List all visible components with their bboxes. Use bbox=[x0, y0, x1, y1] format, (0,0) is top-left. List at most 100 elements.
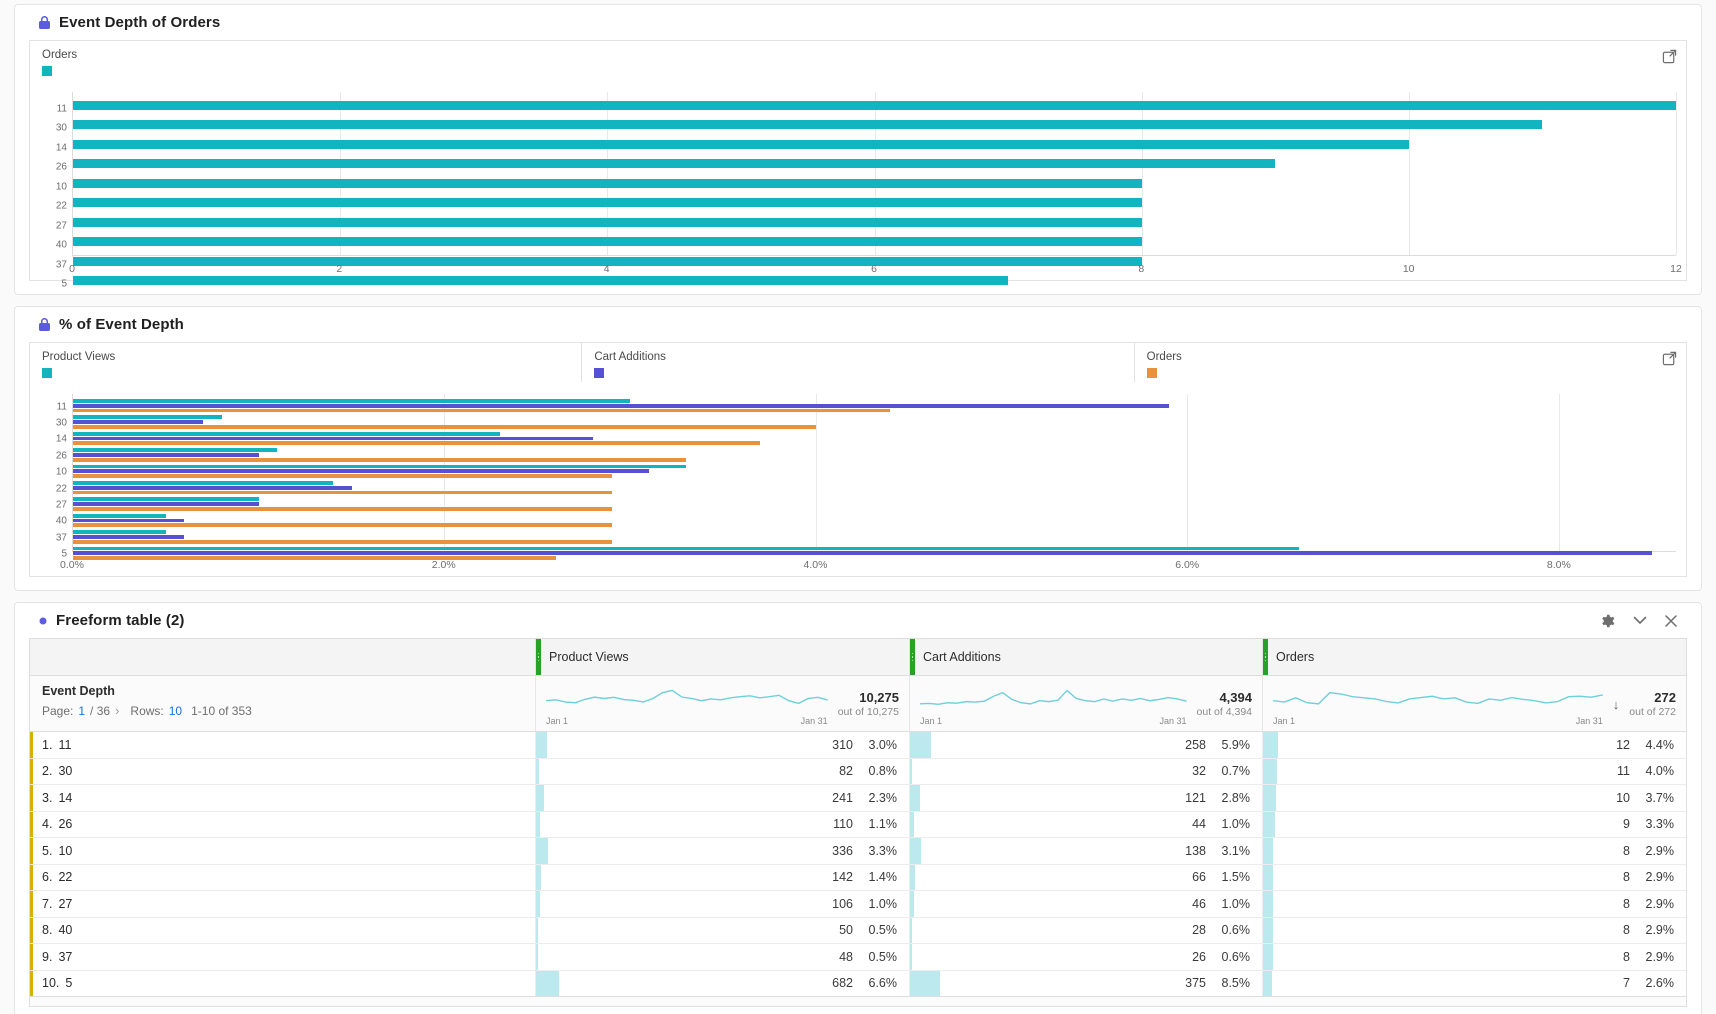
cell-cart-additions[interactable]: 32 0.7% bbox=[909, 758, 1262, 784]
cell-cart-additions[interactable]: 375 8.5% bbox=[909, 970, 1262, 996]
dimension-cell[interactable]: 4. 26 bbox=[30, 811, 535, 837]
bar-product-views[interactable] bbox=[73, 415, 222, 420]
cell-cart-additions[interactable]: 26 0.6% bbox=[909, 944, 1262, 970]
cell-orders[interactable]: 8 2.9% bbox=[1262, 838, 1686, 864]
column-header-product-views[interactable]: Product Views bbox=[535, 639, 909, 675]
bar-orders[interactable] bbox=[73, 256, 1142, 266]
bar-cart-additions[interactable] bbox=[73, 518, 185, 523]
bar-orders[interactable] bbox=[73, 457, 686, 462]
bar-product-views[interactable] bbox=[73, 399, 631, 403]
bar-orders[interactable] bbox=[73, 441, 761, 446]
cell-orders[interactable]: 8 2.9% bbox=[1262, 944, 1686, 970]
bar-product-views[interactable] bbox=[73, 480, 334, 485]
drag-handle-icon[interactable] bbox=[910, 639, 915, 675]
drag-handle-icon[interactable] bbox=[536, 639, 541, 675]
column-header-orders[interactable]: Orders bbox=[1262, 639, 1686, 675]
next-page-arrow[interactable]: › bbox=[115, 703, 120, 718]
cell-cart-additions[interactable]: 28 0.6% bbox=[909, 917, 1262, 943]
close-icon[interactable] bbox=[1665, 614, 1677, 627]
table-row[interactable]: 3. 14 241 2.3% 121 2.8% 10 3.7% bbox=[30, 785, 1686, 812]
bar-cart-additions[interactable] bbox=[73, 534, 185, 539]
bar-orders[interactable] bbox=[73, 474, 612, 478]
bar-cart-additions[interactable] bbox=[73, 551, 1652, 556]
cell-cart-additions[interactable]: 46 1.0% bbox=[909, 891, 1262, 917]
legend-item-orders[interactable]: Orders bbox=[30, 41, 89, 80]
cell-product-views[interactable]: 50 0.5% bbox=[535, 917, 909, 943]
cell-cart-additions[interactable]: 121 2.8% bbox=[909, 785, 1262, 811]
bar-orders[interactable] bbox=[73, 506, 612, 511]
bar-orders[interactable] bbox=[73, 198, 1142, 207]
bar-orders[interactable] bbox=[73, 217, 1142, 227]
bar-cart-additions[interactable] bbox=[73, 469, 649, 474]
cell-product-views[interactable]: 48 0.5% bbox=[535, 944, 909, 970]
bar-orders[interactable] bbox=[73, 237, 1142, 246]
cell-cart-additions[interactable]: 138 3.1% bbox=[909, 838, 1262, 864]
bar-orders[interactable] bbox=[73, 408, 891, 413]
cell-orders[interactable]: 7 2.6% bbox=[1262, 970, 1686, 996]
cell-cart-additions[interactable]: 44 1.0% bbox=[909, 811, 1262, 837]
dimension-cell[interactable]: 8. 40 bbox=[30, 917, 535, 943]
dimension-cell[interactable]: 3. 14 bbox=[30, 785, 535, 811]
cell-orders[interactable]: 8 2.9% bbox=[1262, 891, 1686, 917]
bar-orders[interactable] bbox=[73, 139, 1409, 149]
settings-gear-icon[interactable] bbox=[1599, 613, 1615, 629]
table-row[interactable]: 4. 26 110 1.1% 44 1.0% 9 3.3% bbox=[30, 811, 1686, 838]
dimension-cell[interactable]: 1. 11 bbox=[30, 732, 535, 758]
cell-product-views[interactable]: 310 3.0% bbox=[535, 732, 909, 758]
export-icon[interactable] bbox=[1662, 351, 1677, 371]
bar-orders[interactable] bbox=[73, 276, 1009, 285]
bar-product-views[interactable] bbox=[73, 530, 166, 534]
bar-orders[interactable] bbox=[73, 490, 612, 495]
cell-orders[interactable]: 12 4.4% bbox=[1262, 732, 1686, 758]
table-row[interactable]: 9. 37 48 0.5% 26 0.6% 8 2.9% bbox=[30, 944, 1686, 971]
cell-product-views[interactable]: 106 1.0% bbox=[535, 891, 909, 917]
bar-orders[interactable] bbox=[73, 100, 1676, 110]
bar-orders[interactable] bbox=[73, 178, 1142, 188]
bar-orders[interactable] bbox=[73, 159, 1276, 168]
sort-descending-icon[interactable]: ↓ bbox=[1612, 696, 1620, 712]
drag-handle-icon[interactable] bbox=[1263, 639, 1268, 675]
bar-cart-additions[interactable] bbox=[73, 452, 259, 457]
bar-product-views[interactable] bbox=[73, 448, 278, 452]
cell-orders[interactable]: 11 4.0% bbox=[1262, 758, 1686, 784]
bar-cart-additions[interactable] bbox=[73, 403, 1169, 408]
cell-orders[interactable]: 8 2.9% bbox=[1262, 917, 1686, 943]
dimension-cell[interactable]: 7. 27 bbox=[30, 891, 535, 917]
cell-product-views[interactable]: 110 1.1% bbox=[535, 811, 909, 837]
bar-cart-additions[interactable] bbox=[73, 420, 204, 424]
dimension-cell[interactable]: 9. 37 bbox=[30, 944, 535, 970]
cell-cart-additions[interactable]: 258 5.9% bbox=[909, 732, 1262, 758]
cell-product-views[interactable]: 241 2.3% bbox=[535, 785, 909, 811]
bar-product-views[interactable] bbox=[73, 497, 259, 502]
legend-item-product-views[interactable]: Product Views bbox=[30, 343, 581, 382]
cell-orders[interactable]: 8 2.9% bbox=[1262, 864, 1686, 890]
rows-per-page-link[interactable]: 10 bbox=[168, 703, 183, 718]
bar-cart-additions[interactable] bbox=[73, 436, 594, 441]
table-row[interactable]: 5. 10 336 3.3% 138 3.1% 8 2.9% bbox=[30, 838, 1686, 865]
column-header-cart-additions[interactable]: Cart Additions bbox=[909, 639, 1262, 675]
bar-orders[interactable] bbox=[73, 539, 612, 544]
cell-product-views[interactable]: 142 1.4% bbox=[535, 864, 909, 890]
bar-product-views[interactable] bbox=[73, 431, 501, 436]
legend-item-orders[interactable]: Orders bbox=[1133, 343, 1686, 382]
table-row[interactable]: 10. 5 682 6.6% 375 8.5% 7 2.6% bbox=[30, 970, 1686, 997]
dimension-cell[interactable]: 5. 10 bbox=[30, 838, 535, 864]
bar-orders[interactable] bbox=[73, 523, 612, 528]
cell-orders[interactable]: 9 3.3% bbox=[1262, 811, 1686, 837]
table-row[interactable]: 6. 22 142 1.4% 66 1.5% 8 2.9% bbox=[30, 864, 1686, 891]
table-row[interactable]: 7. 27 106 1.0% 46 1.0% 8 2.9% bbox=[30, 891, 1686, 918]
bar-product-views[interactable] bbox=[73, 464, 686, 469]
legend-item-cart-additions[interactable]: Cart Additions bbox=[581, 343, 1133, 382]
bar-cart-additions[interactable] bbox=[73, 502, 259, 506]
cell-product-views[interactable]: 682 6.6% bbox=[535, 970, 909, 996]
dimension-cell[interactable]: 2. 30 bbox=[30, 758, 535, 784]
cell-orders[interactable]: 10 3.7% bbox=[1262, 785, 1686, 811]
bar-product-views[interactable] bbox=[73, 546, 1299, 551]
cell-product-views[interactable]: 336 3.3% bbox=[535, 838, 909, 864]
bar-cart-additions[interactable] bbox=[73, 485, 352, 490]
bar-orders[interactable] bbox=[73, 424, 816, 429]
cell-cart-additions[interactable]: 66 1.5% bbox=[909, 864, 1262, 890]
dimension-cell[interactable]: 10. 5 bbox=[30, 970, 535, 996]
cell-product-views[interactable]: 82 0.8% bbox=[535, 758, 909, 784]
export-icon[interactable] bbox=[1662, 49, 1677, 69]
